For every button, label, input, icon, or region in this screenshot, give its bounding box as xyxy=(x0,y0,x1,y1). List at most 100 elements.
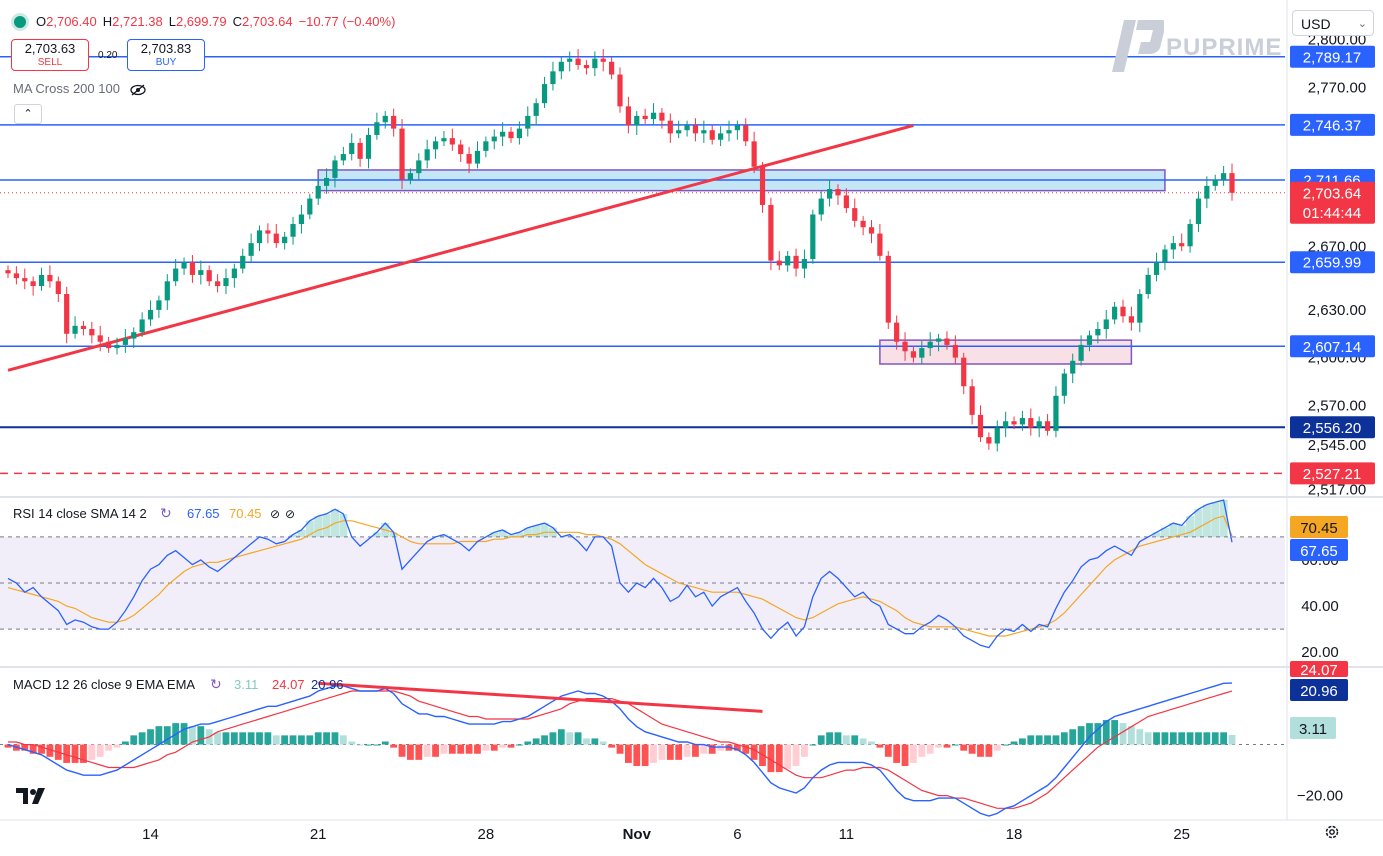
candle-body xyxy=(181,262,187,269)
collapse-legend-button[interactable]: ⌃ xyxy=(14,104,42,124)
ma-cross-label[interactable]: MA Cross 200 100 xyxy=(13,81,146,96)
macd-histogram-bar xyxy=(155,726,163,745)
eye-hidden-icon[interactable] xyxy=(129,81,146,96)
time-tick-label: 11 xyxy=(839,826,855,843)
macd-histogram-bar xyxy=(532,738,540,745)
last-price-label: 2,703.64 xyxy=(1303,185,1361,202)
macd-histogram-bar xyxy=(842,735,850,745)
candle-body xyxy=(935,338,942,342)
candle-body xyxy=(726,130,732,134)
candle-body xyxy=(231,268,237,279)
macd-histogram-bar xyxy=(993,744,1001,751)
macd-histogram-bar xyxy=(918,744,926,757)
macd-histogram-bar xyxy=(432,744,439,757)
macd-histogram-bar xyxy=(21,744,29,751)
candle-body xyxy=(810,214,816,260)
macd-histogram-bar xyxy=(733,744,741,751)
level-price-label: 2,746.37 xyxy=(1303,117,1361,134)
macd-histogram-bar xyxy=(356,744,364,746)
macd-histogram-bar xyxy=(1010,741,1018,745)
candle-body xyxy=(432,141,439,150)
candle-body xyxy=(1078,344,1084,361)
sell-button[interactable]: 2,703.63 SELL xyxy=(11,39,89,71)
macd-histogram-bar xyxy=(239,732,247,745)
candle-body xyxy=(416,160,422,174)
macd-histogram-bar xyxy=(608,744,616,748)
macd-histogram-bar xyxy=(1153,732,1160,745)
candle-body xyxy=(1179,243,1185,247)
macd-histogram-bar xyxy=(935,744,942,748)
macd-histogram-bar xyxy=(658,744,666,760)
candle-body xyxy=(47,274,53,282)
candle-body xyxy=(1153,262,1160,275)
ohlc-high: H2,721.38 xyxy=(102,14,163,29)
candle-body xyxy=(256,230,263,244)
price-tick-label: 2,545.00 xyxy=(1308,437,1366,454)
time-tick-label: 21 xyxy=(310,826,327,843)
candle-body xyxy=(525,115,531,129)
candle-body xyxy=(500,131,506,137)
macd-histogram-bar xyxy=(415,744,423,760)
macd-histogram-bar xyxy=(1127,726,1135,745)
candle-body xyxy=(64,294,70,334)
candle-body xyxy=(986,437,992,444)
rsi-legend: RSI 14 close SMA 14 2 xyxy=(13,506,147,521)
macd-histogram-bar xyxy=(641,744,649,766)
price-tick-label: 2,670.00 xyxy=(1308,238,1366,255)
candle-body xyxy=(173,268,179,282)
candle-body xyxy=(592,58,598,69)
macd-histogram-bar xyxy=(960,744,968,751)
candle-body xyxy=(265,230,271,234)
candle-body xyxy=(315,185,321,199)
candle-body xyxy=(147,309,154,320)
macd-histogram-bar xyxy=(423,744,431,757)
macd-histogram-bar xyxy=(465,744,473,754)
macd-histogram-bar xyxy=(130,735,138,745)
macd-histogram-bar xyxy=(549,732,557,745)
candle-body xyxy=(189,262,196,275)
candle-body xyxy=(801,259,808,269)
macd-histogram-bar xyxy=(88,744,96,760)
candle-body xyxy=(1170,243,1176,250)
candle-body xyxy=(600,58,606,62)
macd-histogram-bar xyxy=(1211,732,1219,745)
macd-histogram-bar xyxy=(876,744,884,748)
macd-histogram-bar xyxy=(138,732,146,745)
macd-histogram-bar xyxy=(708,744,716,754)
candle-body xyxy=(785,255,791,266)
candle-body xyxy=(80,325,87,330)
candle-body xyxy=(533,103,539,116)
macd-histogram-bar xyxy=(1060,732,1068,745)
buy-button[interactable]: 2,703.83 BUY xyxy=(127,39,205,71)
candle-body xyxy=(1120,306,1126,317)
currency-select[interactable]: USD ⌄ xyxy=(1292,10,1374,36)
candle-body xyxy=(424,149,430,161)
macd-histogram-bar xyxy=(46,744,54,757)
candle-body xyxy=(617,74,623,107)
candle-body xyxy=(868,227,875,234)
time-tick-label: Nov xyxy=(623,826,652,843)
refresh-icon: ↻ xyxy=(210,676,222,692)
candle-body xyxy=(1162,249,1168,263)
candle-body xyxy=(759,166,766,205)
time-tick-label: 28 xyxy=(478,826,495,843)
candle-body xyxy=(1103,319,1109,330)
macd-histogram-bar xyxy=(38,744,45,754)
macd-histogram-bar xyxy=(1220,732,1228,745)
level-price-label: 2,527.21 xyxy=(1303,466,1361,483)
candle-body xyxy=(541,84,548,104)
sell-label: SELL xyxy=(37,57,63,68)
candle-body xyxy=(290,224,296,237)
hide-icon: ⊘ xyxy=(285,507,295,521)
macd-histogram-bar xyxy=(247,732,255,745)
candle-body xyxy=(357,142,363,159)
candle-body xyxy=(374,122,380,135)
macd-histogram-bar xyxy=(1027,735,1035,745)
candle-body xyxy=(1229,173,1235,193)
macd-histogram-bar xyxy=(105,744,113,751)
candle-body xyxy=(206,270,212,282)
candle-body xyxy=(969,386,975,415)
rsi-tick-label: 40.00 xyxy=(1301,598,1339,615)
